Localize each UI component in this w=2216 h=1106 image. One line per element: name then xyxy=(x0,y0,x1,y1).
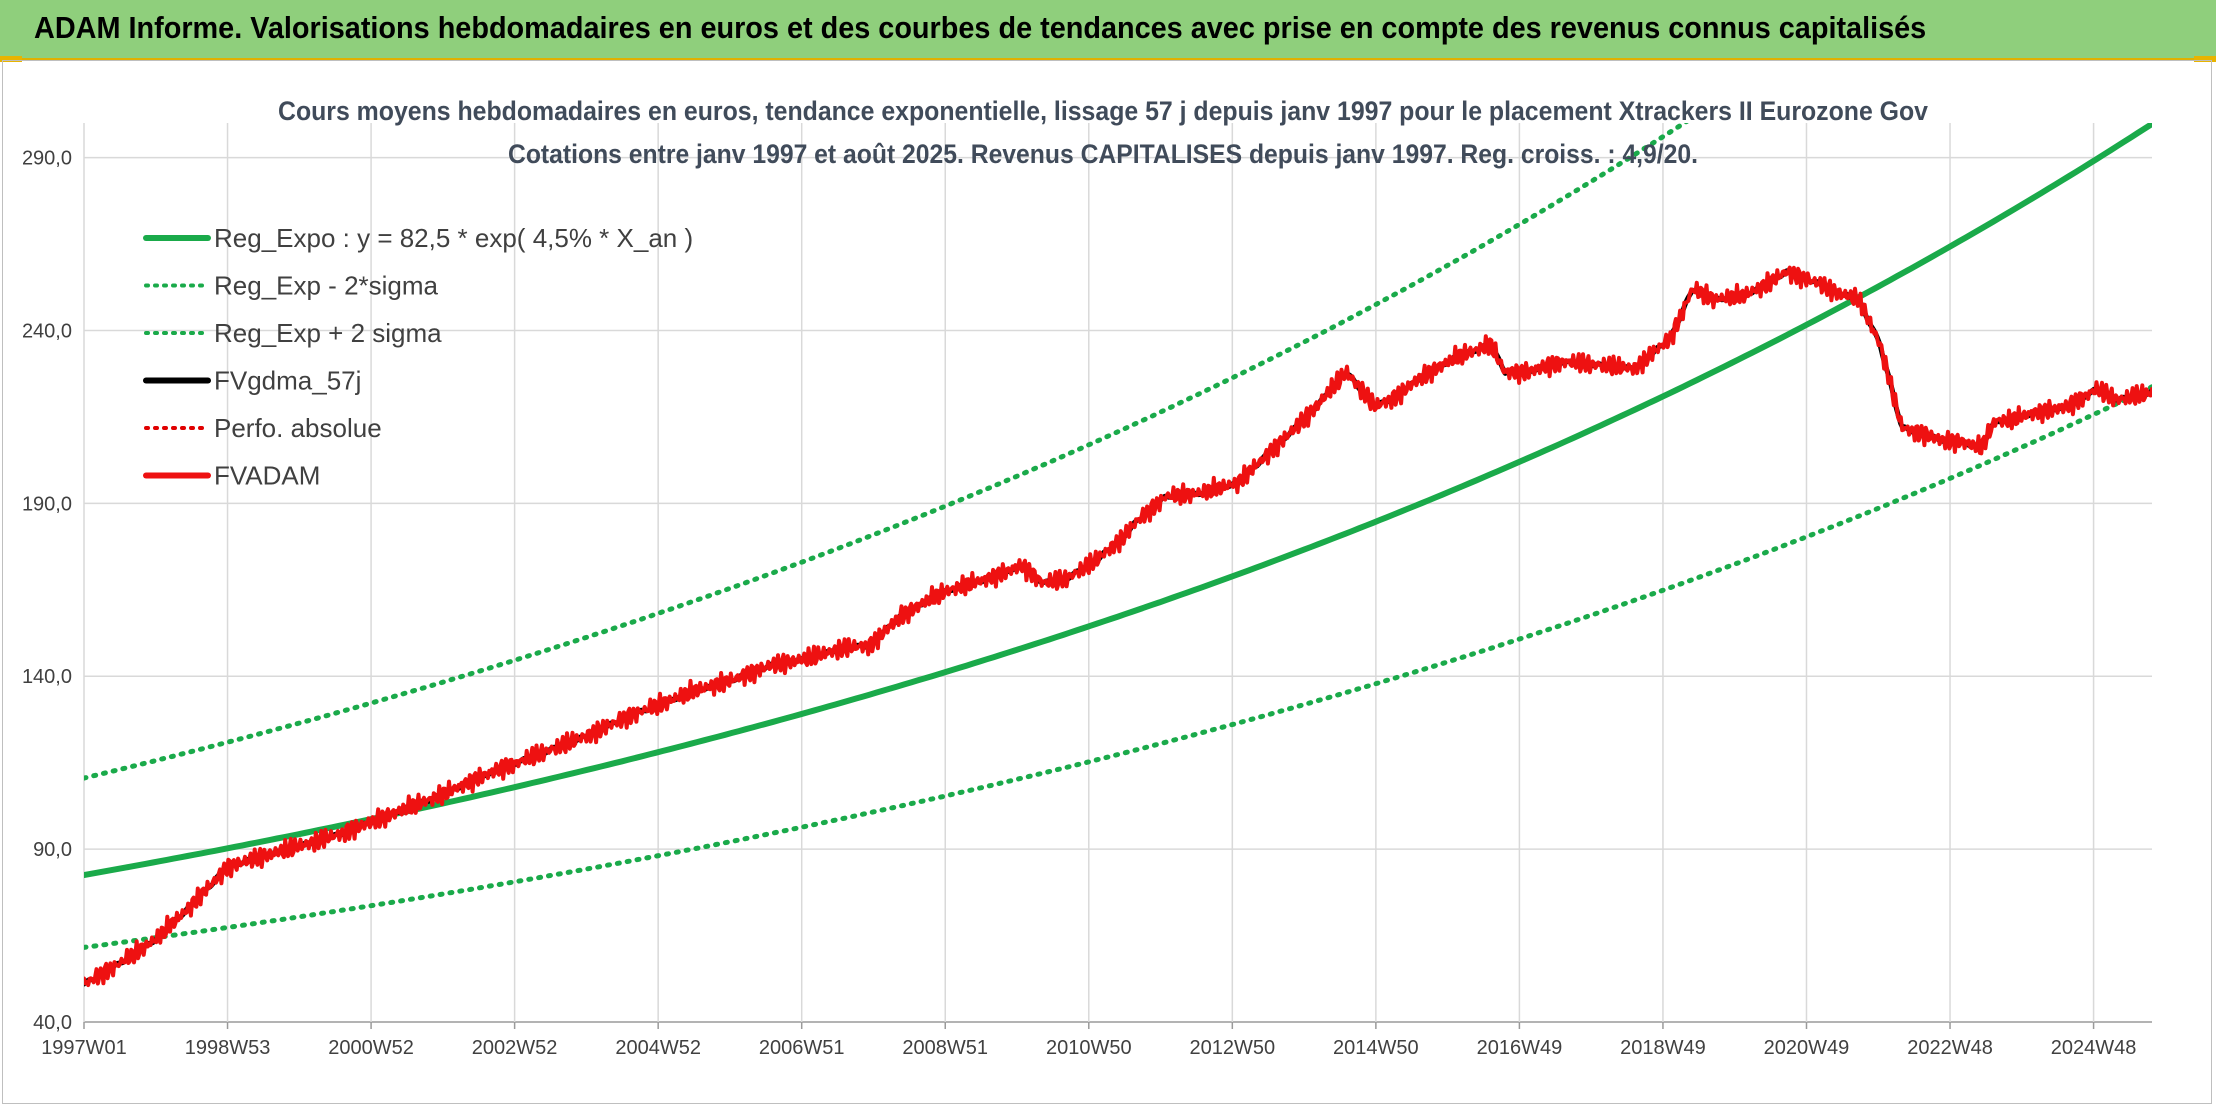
series-line-reg xyxy=(84,123,2152,878)
legend-label: Reg_Exp - 2*sigma xyxy=(214,271,439,301)
gridlines xyxy=(83,123,2152,1029)
chart-frame xyxy=(2,60,2212,1104)
legend-label: Perfo. absolue xyxy=(214,413,382,443)
x-tick-label: 2018W49 xyxy=(1620,1037,1706,1059)
y-tick-label: 40,0 xyxy=(33,1012,72,1034)
y-tick-label: 290,0 xyxy=(22,148,72,170)
x-tick-label: 2020W49 xyxy=(1764,1037,1850,1059)
y-tick-label: 90,0 xyxy=(33,839,72,861)
series-line-price xyxy=(84,265,2152,988)
x-tick-label: 2022W48 xyxy=(1907,1037,1993,1059)
x-tick-label: 2016W49 xyxy=(1477,1037,1563,1059)
y-tick-label: 190,0 xyxy=(22,493,72,515)
chart-title-line1: Cours moyens hebdomadaires en euros, ten… xyxy=(278,96,1928,126)
x-tick-label: 2024W48 xyxy=(2051,1037,2137,1059)
x-tick-label: 2002W52 xyxy=(472,1037,558,1059)
x-tick-label: 2006W51 xyxy=(759,1037,845,1059)
chart-title-line2: Cotations entre janv 1997 et août 2025. … xyxy=(508,139,1698,169)
x-axis-ticks: 1997W01 1998W53 2000W52 2002W52 2004W52 2006W… xyxy=(41,1037,2136,1059)
banner-corner-left xyxy=(0,56,22,62)
x-tick-label: 2004W52 xyxy=(615,1037,701,1059)
series-line-reg_plus xyxy=(84,123,1689,781)
legend-label: FVgdma_57j xyxy=(214,366,361,396)
y-tick-label: 240,0 xyxy=(22,320,72,342)
x-tick-label: 2008W51 xyxy=(902,1037,988,1059)
x-tick-label: 2012W50 xyxy=(1190,1037,1276,1059)
y-axis-ticks: 40,0 90,0 140,0 190,0 240,0 290,0 xyxy=(22,148,72,1034)
x-tick-label: 2000W52 xyxy=(328,1037,414,1059)
legend-label: FVADAM xyxy=(214,461,320,491)
report-title: ADAM Informe. Valorisations hebdomadaire… xyxy=(34,10,1927,45)
banner-corner-right xyxy=(2194,56,2216,62)
report-banner: ADAM Informe. Valorisations hebdomadaire… xyxy=(0,0,2216,60)
legend-label: Reg_Exp + 2 sigma xyxy=(214,318,442,348)
legend: Reg_Expo : y = 82,5 * exp( 4,5% * X_an )… xyxy=(143,223,693,491)
y-tick-label: 140,0 xyxy=(22,666,72,688)
x-tick-label: 2014W50 xyxy=(1333,1037,1419,1059)
series-line-reg_minus xyxy=(84,384,2152,950)
legend-label: Reg_Expo : y = 82,5 * exp( 4,5% * X_an ) xyxy=(214,223,693,253)
series-line-smooth xyxy=(84,268,2152,987)
series-lines xyxy=(84,123,2152,988)
x-tick-label: 1998W53 xyxy=(185,1037,271,1059)
x-tick-label: 2010W50 xyxy=(1046,1037,1132,1059)
x-tick-label: 1997W01 xyxy=(41,1037,127,1059)
